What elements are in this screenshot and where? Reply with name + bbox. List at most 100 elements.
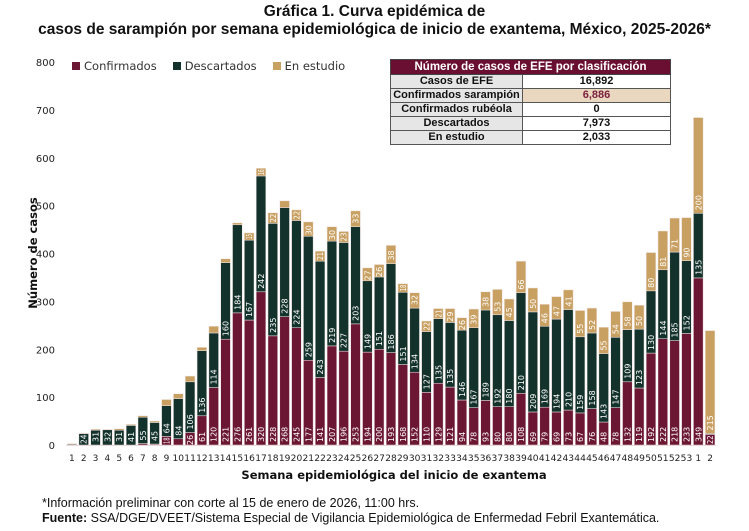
data-label-en-estudio: 30 bbox=[304, 225, 313, 235]
x-tick-label: 20 bbox=[291, 454, 303, 464]
data-label-confirmados: 78 bbox=[612, 432, 621, 442]
data-label-descartados: 169 bbox=[541, 389, 550, 404]
data-label-confirmados: 119 bbox=[635, 427, 644, 442]
data-label-en-estudio: 21 bbox=[316, 252, 325, 260]
x-tick-label: 53 bbox=[681, 454, 693, 464]
summary-label: Confirmados rubéola bbox=[390, 102, 523, 117]
bar-segment-confirmados bbox=[279, 316, 290, 446]
data-label-descartados: 151 bbox=[375, 331, 384, 346]
data-label-confirmados: 218 bbox=[671, 427, 680, 442]
data-label-descartados: 189 bbox=[482, 382, 491, 397]
x-tick-label: 35 bbox=[468, 454, 480, 464]
data-label-en-estudio: 22 bbox=[269, 214, 278, 223]
data-label-descartados: 203 bbox=[352, 306, 361, 321]
data-label-descartados: 24 bbox=[80, 435, 89, 444]
data-label-descartados: 151 bbox=[399, 346, 408, 361]
x-tick-label: 2 bbox=[81, 454, 87, 464]
data-label-en-estudio: 66 bbox=[517, 280, 526, 290]
data-label-descartados: 84 bbox=[174, 426, 183, 436]
bar-segment-en-estudio bbox=[303, 221, 314, 237]
x-tick-label: 17 bbox=[255, 454, 267, 464]
legend-item-confirmados: Confirmados bbox=[72, 59, 157, 73]
data-label-descartados: 109 bbox=[623, 364, 632, 379]
data-label-descartados: 134 bbox=[411, 354, 420, 369]
x-tick-label: 47 bbox=[610, 454, 622, 464]
bar-segment-en-estudio bbox=[350, 210, 361, 227]
data-label-descartados: 184 bbox=[233, 295, 242, 310]
bar-segment-en-estudio bbox=[527, 287, 538, 313]
data-label-en-estudio: 55 bbox=[600, 340, 609, 350]
data-label-en-estudio: 81 bbox=[659, 257, 668, 267]
data-label-descartados: 32 bbox=[103, 432, 112, 442]
x-tick-label: 39 bbox=[515, 454, 527, 464]
data-label-en-estudio: 53 bbox=[493, 302, 502, 312]
bar-segment-en-estudio bbox=[515, 260, 527, 294]
bar-segment-en-estudio bbox=[397, 283, 408, 293]
x-tick-label: 2 bbox=[707, 454, 713, 464]
x-tick-label: 22 bbox=[314, 454, 326, 464]
data-label-descartados: 243 bbox=[316, 359, 325, 374]
data-label-descartados: 147 bbox=[612, 389, 621, 404]
data-label-confirmados: 221 bbox=[222, 427, 231, 442]
data-label-descartados: 159 bbox=[576, 395, 585, 410]
data-label-descartados: 185 bbox=[671, 322, 680, 337]
bar-segment-en-estudio bbox=[468, 308, 479, 328]
x-tick-label: 41 bbox=[539, 454, 551, 464]
data-label-en-estudio: 58 bbox=[623, 316, 632, 326]
source-line: Fuente: SSA/DGE/DVEET/Sistema Especial d… bbox=[42, 511, 659, 525]
bar-segment-en-estudio bbox=[114, 428, 125, 431]
data-label-confirmados: 26 bbox=[186, 435, 195, 445]
x-tick-label: 1 bbox=[69, 454, 75, 464]
data-label-en-estudio: 22 bbox=[292, 211, 301, 220]
bar-segment-en-estudio bbox=[704, 330, 716, 434]
legend-label-descartados: Descartados bbox=[184, 59, 257, 73]
bar-segment-en-estudio bbox=[539, 303, 550, 327]
x-tick-label: 34 bbox=[456, 454, 468, 464]
x-tick-label: 7 bbox=[140, 454, 146, 464]
data-label-en-estudio: 18 bbox=[399, 285, 408, 292]
bar-segment-en-estudio bbox=[314, 250, 326, 262]
bar-segment-en-estudio bbox=[563, 289, 574, 310]
x-tick-label: 42 bbox=[551, 454, 563, 464]
data-label-confirmados: 253 bbox=[352, 427, 361, 442]
data-label-en-estudio: 38 bbox=[387, 250, 396, 260]
x-tick-label: 30 bbox=[409, 454, 421, 464]
data-label-en-estudio: 27 bbox=[363, 270, 372, 280]
bar-segment-en-estudio bbox=[574, 310, 586, 338]
bar-segment-confirmados bbox=[173, 438, 184, 446]
bar-segment-en-estudio bbox=[208, 326, 219, 334]
data-label-en-estudio: 32 bbox=[411, 295, 420, 305]
data-label-descartados: 106 bbox=[186, 414, 195, 429]
data-label-descartados: 149 bbox=[363, 334, 372, 349]
x-tick-label: 43 bbox=[562, 454, 574, 464]
y-tick-label: 100 bbox=[36, 393, 55, 404]
x-tick-label: 32 bbox=[432, 454, 444, 464]
chart-legend: Confirmados Descartados En estudio bbox=[72, 59, 345, 73]
data-label-en-estudio: 26 bbox=[375, 267, 384, 277]
x-tick-label: 24 bbox=[338, 454, 350, 464]
data-label-confirmados: 268 bbox=[281, 427, 290, 442]
legend-swatch-descartados bbox=[172, 62, 181, 70]
x-tick-label: 8 bbox=[152, 454, 158, 464]
x-tick-label: 38 bbox=[503, 454, 515, 464]
data-label-confirmados: 192 bbox=[647, 427, 656, 442]
data-label-confirmados: 194 bbox=[363, 427, 372, 442]
data-label-confirmados: 93 bbox=[482, 432, 491, 442]
source-text: SSA/DGE/DVEET/Sistema Especial de Vigila… bbox=[87, 511, 660, 525]
x-tick-label: 15 bbox=[232, 454, 244, 464]
data-label-en-estudio: 55 bbox=[576, 324, 585, 334]
data-label-descartados: 210 bbox=[564, 392, 573, 407]
data-label-descartados: 136 bbox=[198, 398, 207, 413]
data-label-en-estudio: 26 bbox=[458, 320, 467, 330]
data-label-confirmados: 193 bbox=[387, 427, 396, 442]
data-label-confirmados: 18 bbox=[162, 437, 171, 444]
bar-segment-en-estudio bbox=[586, 307, 598, 334]
data-label-confirmados: 110 bbox=[422, 427, 431, 442]
data-label-en-estudio: 200 bbox=[694, 195, 703, 210]
bar-segment-en-estudio bbox=[645, 252, 657, 292]
x-tick-label: 21 bbox=[302, 454, 314, 464]
data-label-confirmados: 79 bbox=[541, 432, 550, 442]
data-label-descartados: 235 bbox=[269, 318, 278, 333]
data-label-en-estudio: 52 bbox=[588, 320, 597, 330]
x-tick-label: 3 bbox=[93, 454, 99, 464]
